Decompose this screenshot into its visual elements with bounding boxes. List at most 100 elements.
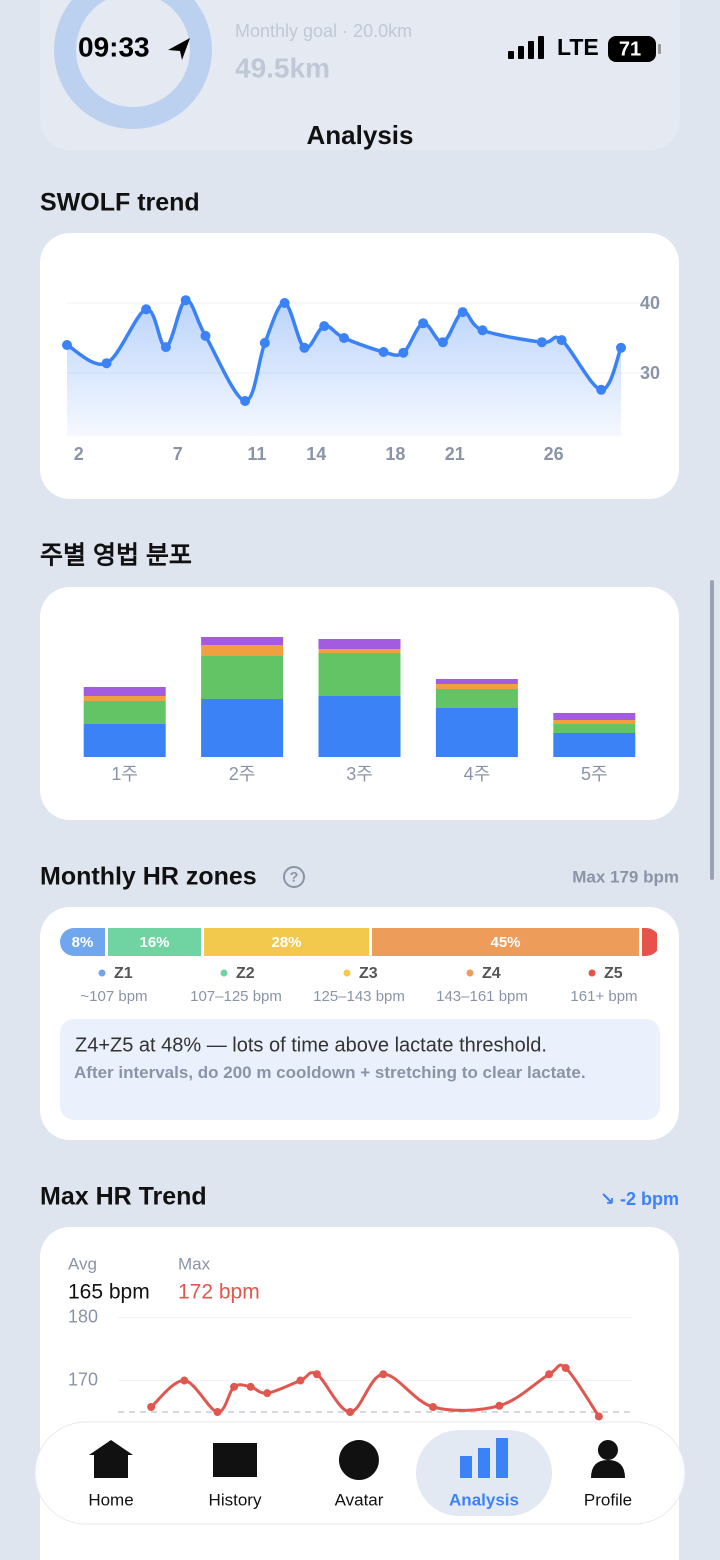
x-tick-label: 2주 [229,764,256,784]
bar-segment [83,701,166,724]
tab-label[interactable]: Home [88,1490,133,1509]
point [296,1376,305,1385]
battery-level: 71 [619,38,641,60]
zone-segment [642,928,657,956]
y-tick-label: 40 [640,293,660,313]
bar-segment [435,689,518,708]
legend-label: Z5 [604,965,623,982]
bar-segment [318,649,401,653]
point [545,1370,554,1379]
zone-segment [108,928,201,956]
zone-label: 28% [271,934,301,951]
point [477,325,488,336]
legend-label: Z2 [236,965,255,982]
bar-segment [201,656,284,699]
x-tick-label: 18 [385,444,405,464]
bar-segment [318,696,401,757]
x-tick-label: 1주 [111,764,138,784]
legend-dot [588,969,596,977]
legend-dot [343,969,351,977]
point [230,1382,239,1391]
x-tick-label: 26 [544,444,564,464]
goal: Monthly goal · 20.0km [235,21,412,41]
tab-icon[interactable] [338,1440,379,1480]
point [200,330,211,341]
help-mark[interactable]: ? [290,869,299,885]
network: LTE [557,34,599,60]
tab-label[interactable]: Profile [584,1490,632,1509]
stat-label: Max [178,1254,211,1273]
point [141,304,152,315]
trend: ↘ -2 bpm [600,1189,679,1209]
x-tick-label: 5주 [581,764,608,784]
note: Z4+Z5 at 48% — lots of time above lactat… [75,1034,547,1056]
zone-segment [204,928,369,956]
legend-range: 125–143 bpm [313,988,405,1005]
point [213,1408,222,1417]
line [66,298,623,403]
tab-label[interactable]: Analysis [449,1490,519,1509]
tab-label[interactable]: History [209,1490,262,1509]
point [279,298,290,308]
point [596,384,607,395]
point [160,342,171,353]
background-card: Monthly goal · 20.0km 49.5km [40,0,680,150]
section-title: Max HR Trend [40,1183,207,1211]
distance: 49.5km [235,52,330,83]
battery-tip [658,44,661,54]
point [379,1370,388,1379]
legend-dot [466,969,474,977]
legend-label: Z3 [359,965,378,982]
battery [608,36,656,62]
point [180,295,191,306]
x-tick-label: 4주 [464,764,491,784]
bar-segment [83,687,166,696]
tab-icon[interactable] [213,1443,257,1477]
section-title: Monthly HR zones [40,863,257,891]
point [561,1363,570,1372]
scroll-indicator [710,580,714,880]
y-tick-label: 180 [68,1306,98,1326]
bar-segment [201,637,284,645]
bar-segment [83,724,166,757]
point [319,321,330,332]
bar-segment [553,720,636,724]
bar-segment [435,684,518,689]
help-icon[interactable] [283,866,305,888]
card [40,0,680,150]
zone-segment [60,928,105,956]
point [240,396,251,406]
x-tick-label: 21 [445,444,465,464]
time: 09:33 [78,31,150,62]
bar-segment [553,733,636,757]
stat-value: 165 bpm [68,1281,150,1304]
point [263,1389,272,1398]
tab-icon[interactable] [89,1440,133,1478]
section-title: SWOLF trend [40,189,200,217]
stat-value: 172 bpm [178,1281,260,1304]
legend-label: Z4 [482,965,501,982]
tab-label[interactable]: Avatar [335,1490,384,1509]
bar-segment [83,696,166,701]
point [457,307,468,318]
point [101,358,112,369]
point [299,342,310,353]
legend-range: ~107 bpm [80,988,147,1005]
zone-label: 16% [139,934,169,951]
bar-segment [201,645,284,656]
bar-segment [435,708,518,757]
x-tick-label: 7 [173,444,183,464]
tab-icon[interactable] [460,1438,508,1478]
legend-label: Z1 [114,965,133,982]
legend-range: 107–125 bpm [190,988,282,1005]
zone-segment [372,928,639,956]
note-box [60,1019,660,1120]
hr-chart: 170 180 [68,1306,632,1421]
point [536,337,547,348]
bar-segment [435,679,518,684]
tab-icon[interactable] [591,1440,625,1478]
x-tick-label: 11 [247,444,266,464]
point [398,347,409,358]
point [346,1408,355,1417]
